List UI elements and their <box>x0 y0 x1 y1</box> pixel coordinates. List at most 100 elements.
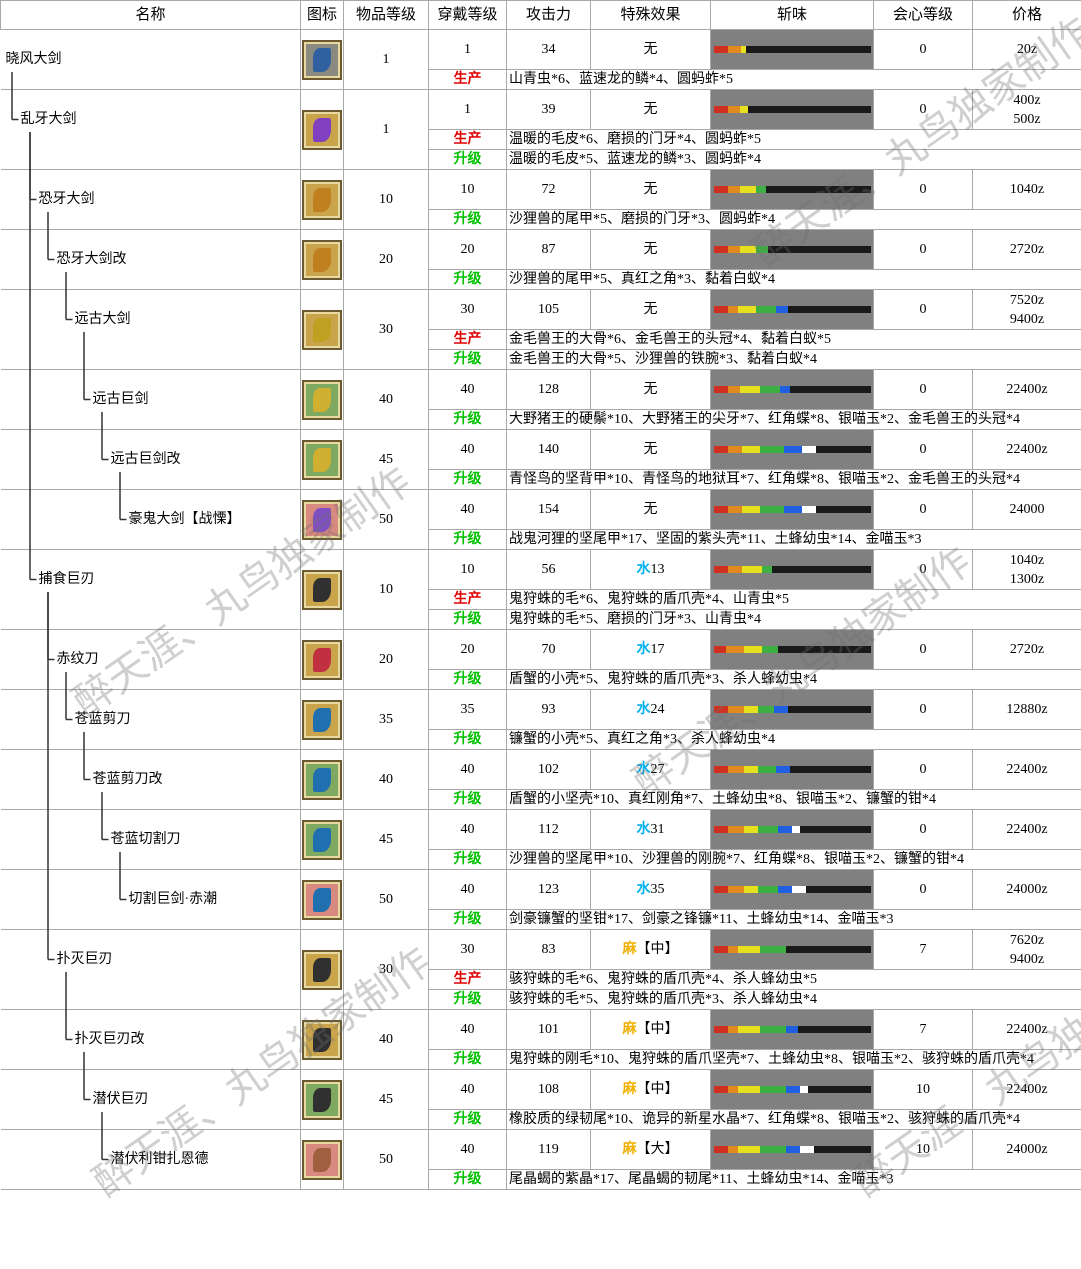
material-row: 生产 骇狩蛛的毛*6、鬼狩蛛的盾爪壳*4、杀人蜂幼虫*5 <box>1 969 1081 990</box>
price: 2720z <box>972 229 1081 270</box>
price-value: 24000z <box>1006 882 1048 897</box>
price-value: 22400z <box>1006 822 1048 837</box>
sharpness-bar <box>713 566 871 573</box>
weapon-name: 远古巨剑改 <box>110 452 181 467</box>
crit-level: 0 <box>873 489 973 530</box>
effect-element: 水 <box>636 822 651 837</box>
sharpness-cell <box>710 1129 874 1170</box>
column-header: 穿戴等级 <box>428 0 507 30</box>
item-level: 1 <box>343 29 429 90</box>
icon-cell <box>300 369 344 430</box>
crit-level: 0 <box>873 369 973 410</box>
weapon-icon <box>302 639 342 680</box>
sharpness-segment <box>727 106 740 113</box>
item-level: 35 <box>343 689 429 750</box>
material-label: 升级 <box>428 409 507 430</box>
sharpness-cell <box>710 229 874 270</box>
material-text: 温暖的毛皮*5、蓝速龙的鳞*3、圆蚂蚱*4 <box>506 149 1081 170</box>
material-text: 盾蟹的小壳*5、鬼狩蛛的盾爪壳*3、杀人蜂幼虫*4 <box>506 669 1081 690</box>
sharpness-segment <box>761 566 772 573</box>
sharpness-segment <box>713 386 728 393</box>
sharpness-segment <box>713 706 728 713</box>
crit-level: 7 <box>873 1009 973 1050</box>
name-cell: 潜伏利钳扎恩德 <box>0 1129 301 1190</box>
special-effect: 麻【中】 <box>590 1069 711 1110</box>
item-level: 50 <box>343 489 429 550</box>
sharpness-segment <box>713 946 728 953</box>
material-text: 橡胶质的绿韧尾*10、诡异的新星水晶*7、红角蝶*8、银喵玉*2、骇狩蛛的盾爪壳… <box>506 1109 1081 1130</box>
crit-level: 0 <box>873 689 973 730</box>
sharpness-segment <box>743 826 758 833</box>
sharpness-bar <box>713 826 871 833</box>
price-value: 2720z <box>1009 642 1045 657</box>
effect-text: 无 <box>643 102 658 117</box>
material-label: 升级 <box>428 789 507 810</box>
sharpness-segment <box>713 766 728 773</box>
icon-cell <box>300 1129 344 1190</box>
crit-level: 0 <box>873 229 973 270</box>
sharpness-segment <box>713 246 728 253</box>
sharpness-bar <box>713 946 871 953</box>
weapon-row: 恐牙大剑 10 10 72 无 0 1040z <box>0 169 1081 230</box>
attack: 83 <box>506 929 591 970</box>
crit-level: 0 <box>873 29 973 70</box>
sharpness-segment <box>801 506 816 513</box>
price-value: 22400z <box>1006 442 1048 457</box>
sharpness-segment <box>739 246 756 253</box>
sharpness-segment <box>759 1026 786 1033</box>
weapon-name: 晓风大剑 <box>5 52 62 67</box>
item-level: 50 <box>343 1129 429 1190</box>
material-text: 鬼狩蛛的毛*5、磨损的门牙*3、山青虫*4 <box>506 609 1081 630</box>
material-row: 升级 骇狩蛛的毛*5、鬼狩蛛的盾爪壳*3、杀人蜂幼虫*4 <box>1 989 1081 1010</box>
column-header: 物品等级 <box>343 0 429 30</box>
price: 22400z <box>972 809 1081 850</box>
weapon-icon <box>302 759 342 800</box>
weapon-row: 恐牙大剑改 20 20 87 无 0 2720z <box>0 229 1081 290</box>
icon-glyph <box>313 827 331 852</box>
effect-text: 无 <box>643 182 658 197</box>
sharpness-segment <box>739 386 760 393</box>
material-label: 升级 <box>428 1169 507 1190</box>
icon-cell <box>300 749 344 810</box>
icon-cell <box>300 429 344 490</box>
wear-level: 1 <box>428 89 507 130</box>
attack: 128 <box>506 369 591 410</box>
sharpness-segment <box>713 1026 728 1033</box>
special-effect: 无 <box>590 229 711 270</box>
price: 24000z <box>972 1129 1081 1170</box>
weapon-row: 远古巨剑改 45 40 140 无 0 22400z <box>0 429 1081 490</box>
sharpness-segment <box>727 886 744 893</box>
sharpness-cell <box>710 169 874 210</box>
material-label: 升级 <box>428 849 507 870</box>
sharpness-segment <box>759 506 784 513</box>
weapon-row: 扑灭巨刃 30 30 83 麻【中】 7 7620z 9400z <box>0 929 1081 1010</box>
effect-value: 17 <box>650 642 665 657</box>
icon-glyph <box>313 707 331 732</box>
sharpness-segment <box>757 766 776 773</box>
name-cell: 苍蓝切割刀 <box>0 809 301 870</box>
icon-cell <box>300 549 344 630</box>
price: 24000 <box>972 489 1081 530</box>
icon-glyph <box>313 317 331 342</box>
material-label: 升级 <box>428 609 507 630</box>
sharpness-segment <box>740 46 746 53</box>
price: 7520z 9400z <box>972 289 1081 330</box>
material-text: 温暖的毛皮*6、磨损的门牙*4、圆蚂蚱*5 <box>506 129 1081 150</box>
sharpness-segment <box>777 886 792 893</box>
icon-glyph <box>313 1027 331 1052</box>
price: 24000z <box>972 869 1081 910</box>
icon-cell <box>300 489 344 550</box>
sharpness-segment <box>737 1026 760 1033</box>
column-header: 斩味 <box>710 0 874 30</box>
material-row: 升级 沙狸兽的尾甲*5、真红之角*3、黏着白蚁*4 <box>1 269 1081 290</box>
price: 22400z <box>972 1069 1081 1110</box>
sharpness-segment <box>757 706 774 713</box>
sharpness-segment <box>737 946 760 953</box>
sharpness-segment <box>757 826 778 833</box>
effect-grade: 【中】 <box>636 1082 679 1097</box>
name-cell: 潜伏巨刃 <box>0 1069 301 1130</box>
name-cell: 远古大剑 <box>0 289 301 370</box>
material-label: 升级 <box>428 529 507 550</box>
price-value: 24000z <box>1006 1142 1048 1157</box>
price: 22400z <box>972 429 1081 470</box>
